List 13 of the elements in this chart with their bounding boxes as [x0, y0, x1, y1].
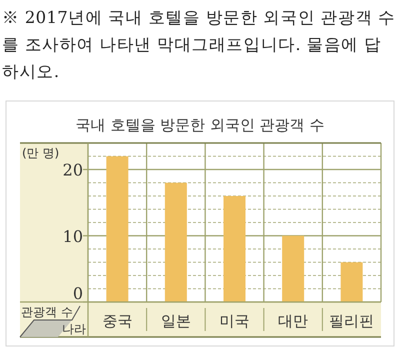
x-tick-label: 대만 [278, 312, 308, 330]
x-tick-label: 미국 [220, 312, 250, 330]
x-tick-label: 일본 [160, 312, 191, 330]
text: ※ 2017년에 국내 호텔을 방문한 외국인 관광객 수를 조사하여 나타낸 막대그래프입니다. 물음에 답하시오. [2, 7, 396, 83]
x-tick-label: 중국 [102, 312, 132, 330]
y-axis-title: 관광객 수 [21, 305, 73, 319]
y-tick-label: 0 [72, 284, 83, 303]
chart-title: 국내 호텔을 방문한 외국인 관광객 수 [76, 116, 324, 134]
x-axis-title: 나라 [62, 322, 86, 336]
text: (만 명) [22, 146, 60, 160]
y-tick-label: 20 [62, 160, 83, 180]
x-tick-label: 필리핀 [329, 312, 374, 330]
y-tick-label: 10 [62, 226, 83, 246]
